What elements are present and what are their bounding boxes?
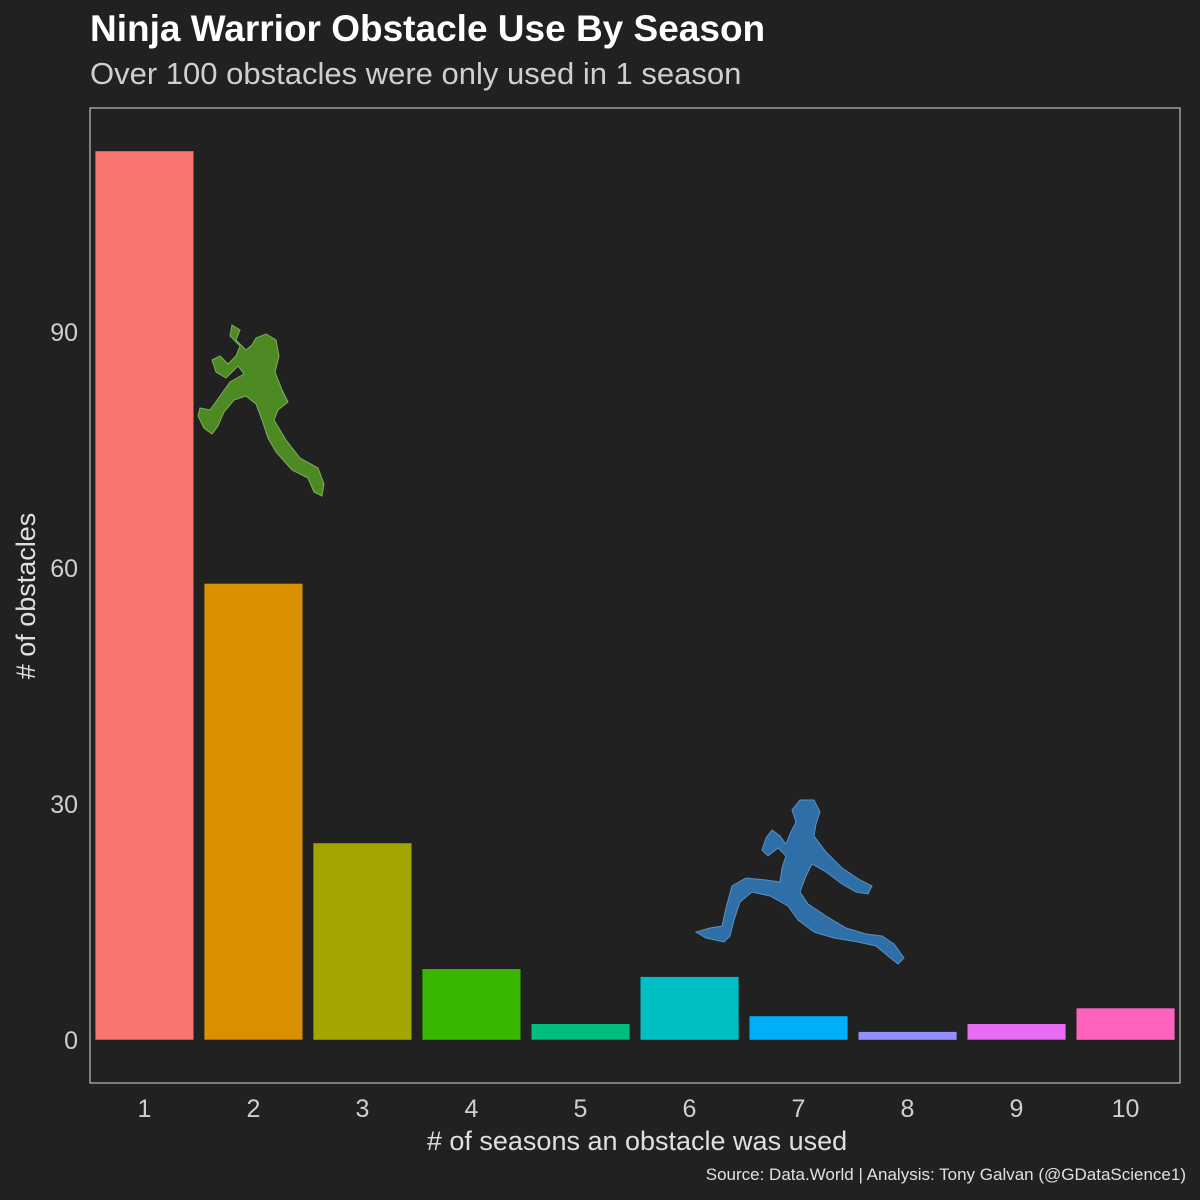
x-tick-label: 4	[465, 1095, 479, 1123]
bar-6	[640, 976, 739, 1040]
bar-1	[95, 151, 194, 1040]
x-tick-label: 7	[792, 1095, 806, 1123]
y-tick-label: 90	[50, 319, 78, 347]
bar-10	[1076, 1008, 1175, 1040]
bar-9	[967, 1024, 1066, 1040]
y-tick-label: 0	[64, 1027, 78, 1055]
chart-subtitle: Over 100 obstacles were only used in 1 s…	[90, 56, 742, 91]
x-axis-ticks: 1 2 3 4 5 6 7 8 9 10	[138, 1095, 1140, 1123]
x-tick-label: 1	[138, 1095, 152, 1123]
y-axis-ticks: 0 30 60 90	[50, 319, 78, 1055]
chart-title: Ninja Warrior Obstacle Use By Season	[90, 8, 766, 49]
bar-7	[749, 1016, 848, 1040]
bars-group	[95, 151, 1175, 1040]
y-axis-label: # of obstacles	[11, 513, 41, 680]
x-tick-label: 3	[356, 1095, 370, 1123]
bar-4	[422, 969, 521, 1040]
x-tick-label: 6	[683, 1095, 697, 1123]
x-tick-label: 9	[1010, 1095, 1024, 1123]
running-ninja-silhouette-icon	[694, 799, 905, 965]
x-tick-label: 10	[1112, 1095, 1140, 1123]
source-caption: Source: Data.World | Analysis: Tony Galv…	[705, 1165, 1186, 1184]
bar-2	[204, 583, 303, 1040]
x-tick-label: 5	[574, 1095, 588, 1123]
bar-3	[313, 843, 412, 1040]
climbing-ninja-silhouette-icon	[197, 324, 325, 497]
y-tick-label: 60	[50, 555, 78, 583]
bar-5	[531, 1024, 630, 1040]
bar-8	[858, 1031, 957, 1040]
x-axis-label: # of seasons an obstacle was used	[427, 1126, 847, 1156]
y-tick-label: 30	[50, 791, 78, 819]
plot-panel-border	[89, 107, 1181, 1084]
x-tick-label: 2	[247, 1095, 261, 1123]
x-tick-label: 8	[901, 1095, 915, 1123]
